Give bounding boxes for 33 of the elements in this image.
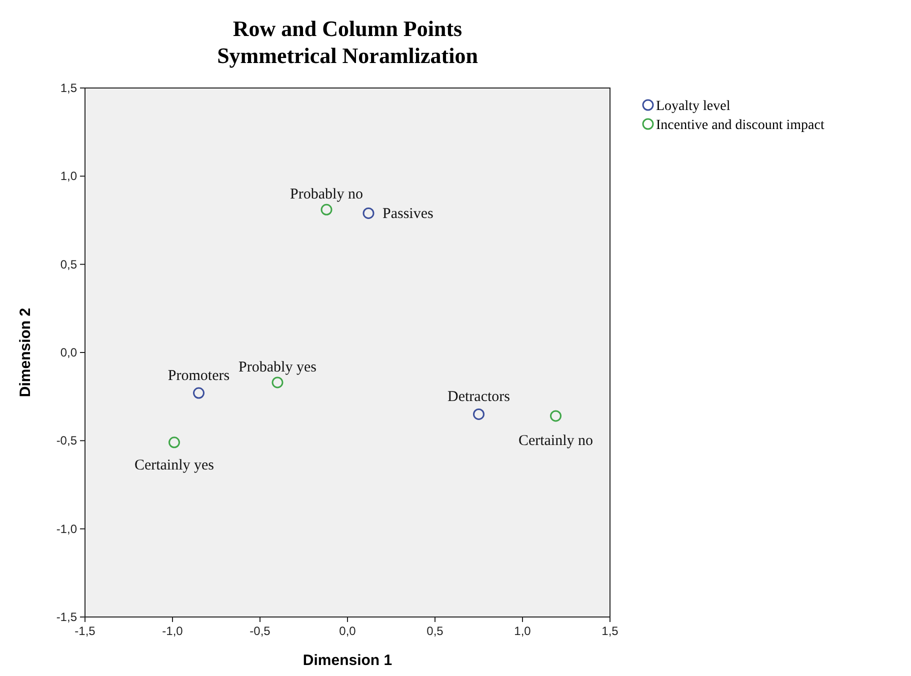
- chart-title: Row and Column Points Symmetrical Noramlization: [217, 16, 478, 68]
- y-tick-label: 1,0: [60, 169, 78, 184]
- annotation: Detractors: [448, 389, 510, 406]
- annotation: Certainly yes: [134, 457, 214, 474]
- y-tick-label: 0,0: [60, 346, 78, 360]
- point: [362, 207, 374, 219]
- point: [168, 436, 180, 448]
- y-tick-label: 1,5: [60, 81, 78, 95]
- x-tick-label: 1,0: [514, 624, 532, 638]
- x-tick-label: 0,5: [426, 624, 444, 638]
- point: [193, 387, 204, 399]
- annotation: Probably yes: [238, 359, 317, 376]
- y-tick-label: -1,0: [56, 522, 78, 536]
- annotation: Probably no: [290, 186, 363, 203]
- point: [473, 408, 484, 420]
- point: [550, 410, 562, 422]
- x-axis-title: Dimension 1: [302, 652, 392, 669]
- y-tick-label: -1,5: [56, 610, 78, 624]
- legend-label: Loyalty level: [656, 99, 730, 114]
- x-tick-label: -1,5: [74, 624, 96, 638]
- x-tick-label: -0,5: [250, 624, 271, 638]
- y-tick-label: -0,5: [56, 434, 78, 448]
- y-tick-label: 0,5: [60, 257, 78, 272]
- annotation: Certainly no: [518, 432, 594, 449]
- x-tick-label: -1,0: [162, 624, 184, 638]
- legend-label: Incentive and discount impact: [656, 118, 824, 133]
- annotation: Passives: [382, 206, 434, 222]
- point: [272, 376, 284, 388]
- point: [320, 204, 332, 216]
- x-tick-label: 1,5: [602, 624, 619, 638]
- annotation: Promoters: [168, 368, 230, 384]
- y-axis-title: Dimension 2: [17, 308, 34, 398]
- x-tick-label: 0,0: [339, 624, 356, 638]
